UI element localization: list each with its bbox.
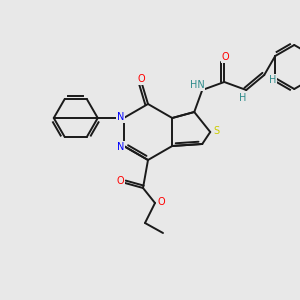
Text: O: O xyxy=(137,74,145,84)
Text: H: H xyxy=(238,93,246,103)
Text: H: H xyxy=(268,75,276,85)
Text: N: N xyxy=(117,112,124,122)
Text: O: O xyxy=(221,52,229,62)
Text: HN: HN xyxy=(190,80,205,90)
Text: O: O xyxy=(157,197,165,207)
Text: N: N xyxy=(117,142,124,152)
Text: S: S xyxy=(213,126,219,136)
Text: O: O xyxy=(116,176,124,186)
